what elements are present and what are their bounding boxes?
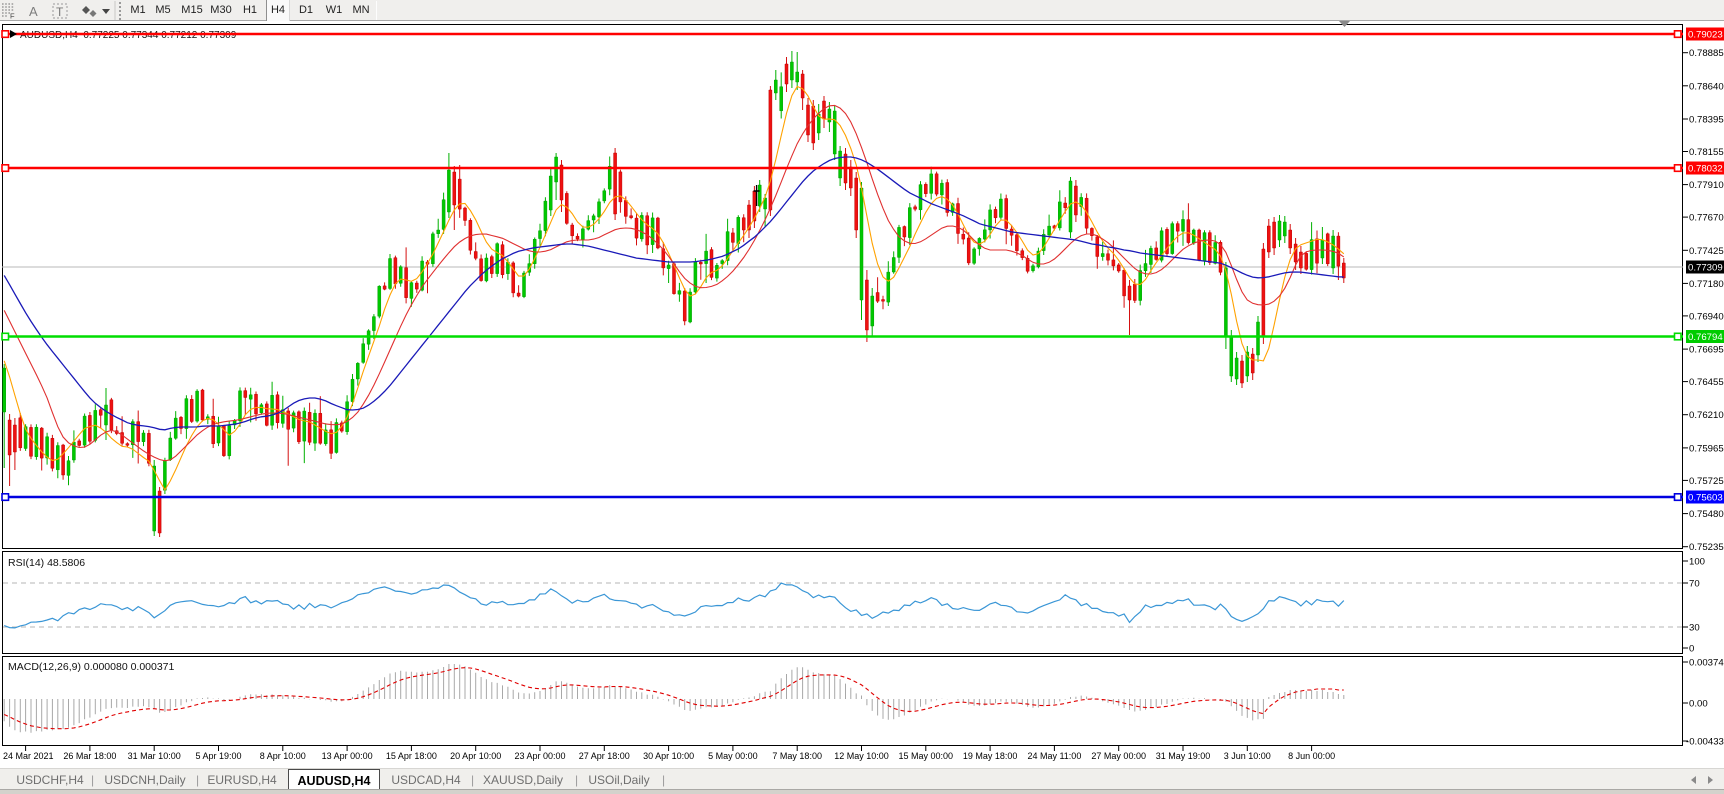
svg-text:0: 0 <box>1689 644 1694 655</box>
svg-text:0.76695: 0.76695 <box>1689 345 1724 356</box>
svg-text:0.76940: 0.76940 <box>1689 311 1724 322</box>
svg-text:30: 30 <box>1689 623 1700 634</box>
svg-text:0.75965: 0.75965 <box>1689 443 1724 454</box>
svg-text:0.75235: 0.75235 <box>1689 542 1724 553</box>
svg-text:-0.00433: -0.00433 <box>1686 737 1724 748</box>
svg-text:3 Jun 10:00: 3 Jun 10:00 <box>1224 751 1271 761</box>
svg-text:7 May 18:00: 7 May 18:00 <box>772 751 822 761</box>
svg-text:0.75725: 0.75725 <box>1689 476 1724 487</box>
svg-text:24 Mar 2021: 24 Mar 2021 <box>3 751 54 761</box>
svg-text:0.75480: 0.75480 <box>1689 509 1724 520</box>
svg-text:0.00: 0.00 <box>1689 699 1708 710</box>
svg-text:13 Apr 00:00: 13 Apr 00:00 <box>322 751 373 761</box>
svg-text:27 May 00:00: 27 May 00:00 <box>1091 751 1146 761</box>
svg-text:15 May 00:00: 15 May 00:00 <box>899 751 954 761</box>
svg-text:0.76210: 0.76210 <box>1689 410 1724 421</box>
svg-text:8 Jun 00:00: 8 Jun 00:00 <box>1288 751 1335 761</box>
svg-text:0.78885: 0.78885 <box>1689 48 1724 59</box>
svg-text:0.75603: 0.75603 <box>1688 493 1723 504</box>
svg-text:0.76455: 0.76455 <box>1689 377 1724 388</box>
svg-text:31 May 19:00: 31 May 19:00 <box>1156 751 1211 761</box>
svg-text:0.77910: 0.77910 <box>1689 180 1724 191</box>
svg-text:20 Apr 10:00: 20 Apr 10:00 <box>450 751 501 761</box>
svg-text:T: T <box>56 5 64 19</box>
svg-text:0.78395: 0.78395 <box>1689 115 1724 126</box>
svg-text:31 Mar 10:00: 31 Mar 10:00 <box>128 751 181 761</box>
svg-text:24 May 11:00: 24 May 11:00 <box>1027 751 1081 761</box>
svg-text:12 May 10:00: 12 May 10:00 <box>834 751 889 761</box>
svg-text:26 Mar 18:00: 26 Mar 18:00 <box>63 751 116 761</box>
svg-text:0.77425: 0.77425 <box>1689 246 1724 257</box>
svg-text:0.78032: 0.78032 <box>1688 164 1723 175</box>
svg-text:0.77180: 0.77180 <box>1689 279 1724 290</box>
svg-text:0.79023: 0.79023 <box>1688 30 1723 41</box>
svg-text:0.77309: 0.77309 <box>1688 263 1723 274</box>
svg-text:70: 70 <box>1689 579 1700 590</box>
svg-text:RSI(14) 48.5806: RSI(14) 48.5806 <box>8 557 85 569</box>
svg-text:100: 100 <box>1689 557 1705 568</box>
svg-text:27 Apr 18:00: 27 Apr 18:00 <box>579 751 630 761</box>
svg-text:0.78155: 0.78155 <box>1689 147 1724 158</box>
svg-text:MACD(12,26,9) 0.000080 0.00037: MACD(12,26,9) 0.000080 0.000371 <box>8 661 175 673</box>
svg-text:0.78640: 0.78640 <box>1689 81 1724 92</box>
svg-text:0.76794: 0.76794 <box>1688 332 1723 343</box>
svg-text:AUDUSD,H4 0.77225 0.77344 0.7: AUDUSD,H4 0.77225 0.77344 0.77212 0.7730… <box>20 30 237 41</box>
svg-text:0.77670: 0.77670 <box>1689 213 1724 224</box>
svg-text:8 Apr 10:00: 8 Apr 10:00 <box>260 751 306 761</box>
svg-text:A: A <box>29 4 38 19</box>
svg-text:23 Apr 00:00: 23 Apr 00:00 <box>514 751 565 761</box>
svg-text:15 Apr 18:00: 15 Apr 18:00 <box>386 751 437 761</box>
svg-text:5 Apr 19:00: 5 Apr 19:00 <box>195 751 241 761</box>
svg-text:0.00374: 0.00374 <box>1689 658 1724 669</box>
svg-text:F: F <box>10 12 15 21</box>
svg-text:19 May 18:00: 19 May 18:00 <box>963 751 1018 761</box>
svg-text:30 Apr 10:00: 30 Apr 10:00 <box>643 751 694 761</box>
svg-text:5 May 00:00: 5 May 00:00 <box>708 751 758 761</box>
